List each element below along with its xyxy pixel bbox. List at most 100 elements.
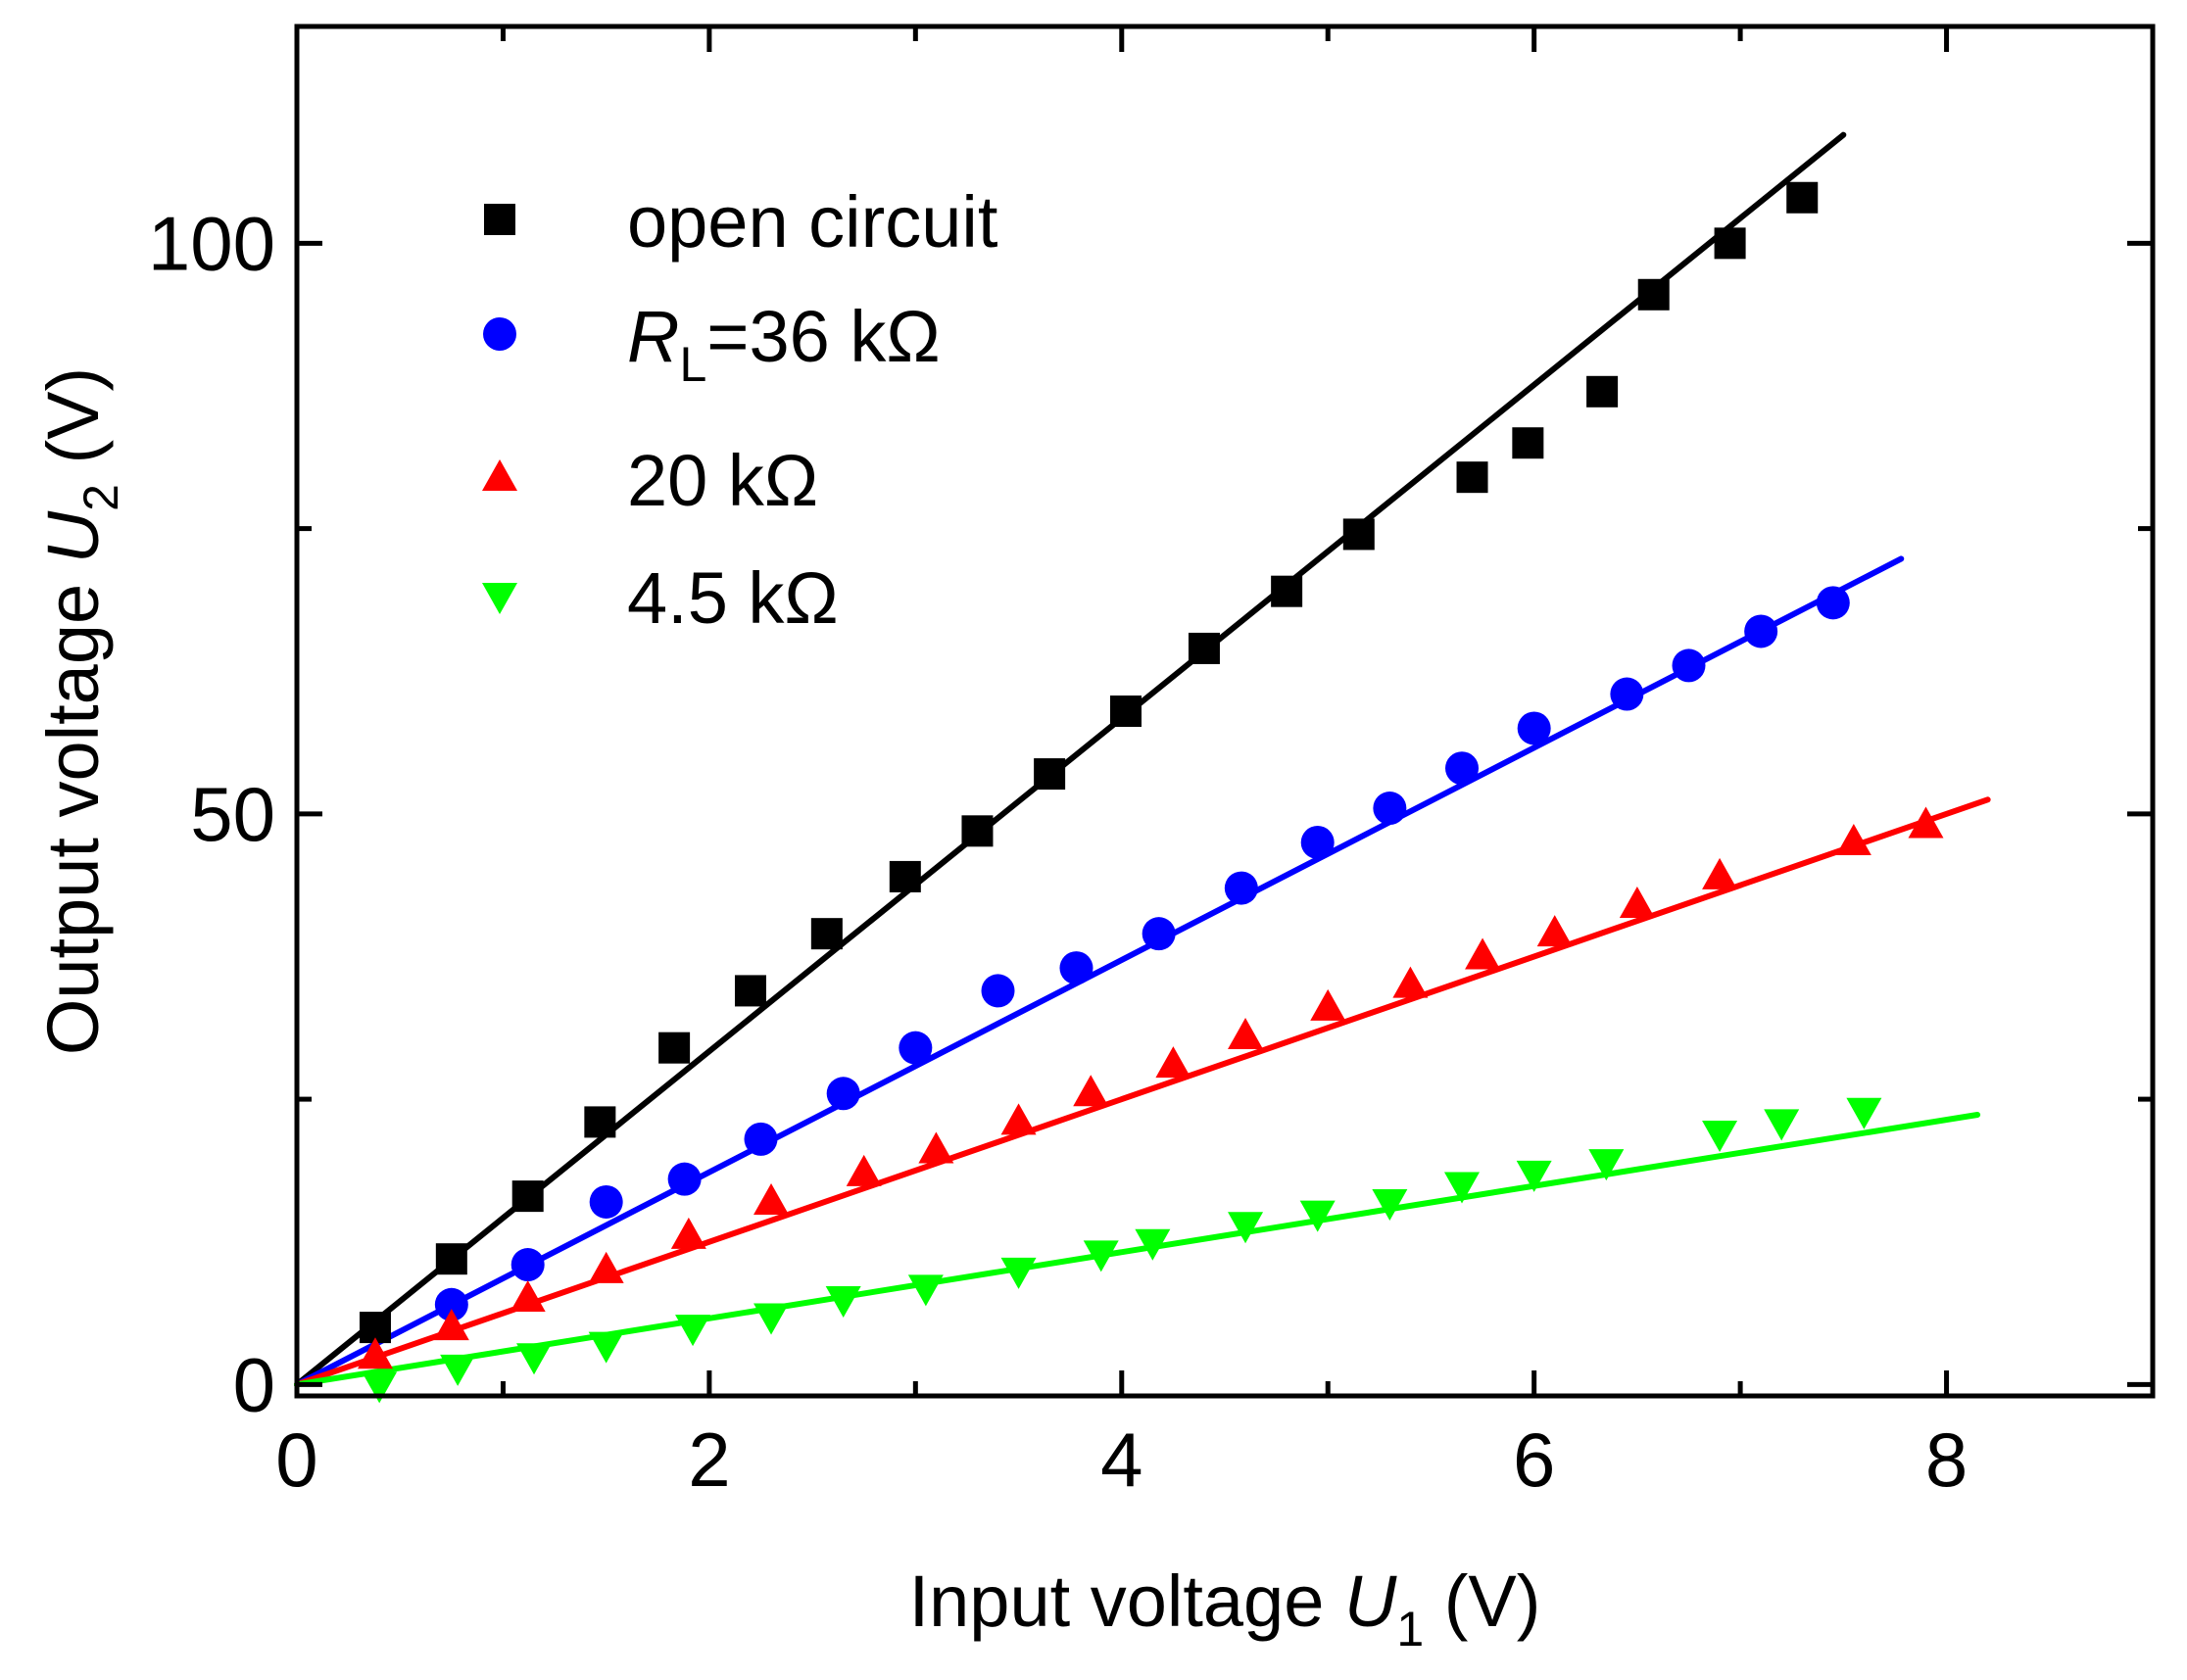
data-point-s3-2 (516, 1343, 553, 1375)
data-point-s1-2 (589, 1184, 623, 1219)
data-point-s1-8 (1059, 951, 1094, 985)
data-point-s1-18 (1816, 586, 1850, 620)
data-point-s1-7 (981, 974, 1015, 1008)
data-markers (357, 181, 1944, 1404)
data-point-s2-14 (1465, 937, 1501, 970)
data-point-s2-12 (1310, 988, 1346, 1021)
data-point-s3-17 (1702, 1121, 1738, 1153)
data-point-s0-8 (961, 815, 994, 847)
data-point-s3-7 (907, 1274, 944, 1307)
data-point-s3-3 (588, 1331, 624, 1364)
data-point-s2-9 (1073, 1075, 1109, 1107)
x-tick-label-1: 2 (688, 1416, 730, 1503)
legend: open circuit RL=36 kΩ 20 kΩ 4.5 kΩ (482, 181, 998, 639)
data-point-s1-12 (1373, 792, 1407, 826)
legend-label-rl-36k: RL=36 kΩ (627, 296, 941, 392)
data-point-s3-12 (1299, 1200, 1336, 1232)
data-point-s0-19 (1786, 181, 1819, 214)
data-point-s1-9 (1142, 917, 1176, 951)
data-point-s0-11 (1188, 632, 1220, 664)
data-point-s2-10 (1155, 1046, 1191, 1079)
data-point-s1-15 (1610, 677, 1644, 711)
x-tick-label-4: 8 (1925, 1416, 1968, 1503)
x-tick-label-3: 6 (1513, 1416, 1555, 1503)
data-point-s1-4 (744, 1122, 778, 1156)
legend-marker-shape-3 (482, 583, 517, 614)
data-point-s0-5 (734, 975, 766, 1007)
data-point-s0-1 (435, 1243, 467, 1275)
fit-line-2 (294, 796, 1991, 1388)
data-point-s2-0 (357, 1337, 393, 1369)
data-point-s1-13 (1445, 751, 1480, 786)
data-point-s2-1 (433, 1309, 469, 1341)
data-point-s2-2 (510, 1279, 546, 1312)
data-point-s3-1 (440, 1354, 476, 1386)
x-axis-title: Input voltage U1 (V) (909, 1560, 1541, 1656)
data-point-s1-3 (667, 1162, 702, 1196)
data-point-s2-5 (753, 1182, 790, 1215)
legend-marker-open-circuit (484, 204, 515, 235)
data-point-s1-14 (1517, 711, 1551, 745)
data-point-s2-4 (670, 1217, 706, 1249)
data-point-s2-16 (1619, 887, 1655, 919)
legend-entry-open-circuit: open circuit (484, 181, 998, 263)
legend-marker-shape-0 (484, 204, 515, 235)
legend-marker-shape-1 (483, 317, 516, 351)
data-point-s1-6 (899, 1031, 933, 1065)
tick-labels: 0 2 4 6 8 0 50 100 (148, 200, 1968, 1503)
x-tick-label-0: 0 (275, 1416, 317, 1503)
legend-marker-4-5k (482, 583, 517, 614)
y-tick-label-1: 50 (190, 771, 275, 857)
data-point-s3-19 (1846, 1097, 1882, 1129)
data-point-s1-1 (510, 1248, 545, 1282)
fit-line-0 (294, 131, 1847, 1388)
legend-label-20k: 20 kΩ (627, 440, 818, 521)
legend-entry-20k: 20 kΩ (482, 440, 818, 521)
data-point-s0-14 (1456, 461, 1488, 494)
data-point-s3-18 (1764, 1109, 1800, 1141)
data-point-s0-15 (1512, 427, 1544, 459)
data-point-s3-15 (1516, 1160, 1552, 1192)
legend-label-open-circuit: open circuit (627, 181, 998, 263)
data-point-s0-3 (584, 1106, 616, 1138)
data-point-s0-16 (1586, 375, 1619, 408)
data-point-s0-18 (1714, 227, 1746, 260)
legend-marker-20k (482, 459, 517, 491)
data-point-s3-4 (675, 1315, 711, 1347)
data-point-s1-10 (1224, 871, 1258, 905)
data-point-s2-11 (1228, 1018, 1264, 1050)
data-point-s0-6 (810, 918, 843, 950)
data-point-s2-17 (1702, 857, 1738, 889)
data-point-s3-11 (1228, 1212, 1264, 1244)
data-point-s3-6 (825, 1285, 861, 1318)
data-point-s1-0 (434, 1287, 468, 1321)
data-point-s3-5 (753, 1303, 790, 1335)
data-point-s3-8 (1000, 1257, 1037, 1289)
legend-entry-4-5k: 4.5 kΩ (482, 557, 839, 639)
data-point-s0-9 (1034, 758, 1066, 791)
data-point-s0-17 (1637, 278, 1670, 311)
x-tick-label-2: 4 (1100, 1416, 1142, 1503)
data-point-s0-4 (658, 1032, 691, 1064)
data-point-s3-0 (362, 1371, 398, 1404)
data-point-s2-18 (1835, 823, 1871, 855)
data-point-s2-15 (1536, 915, 1573, 947)
y-axis-title: Output voltage U2 (V) (32, 367, 128, 1055)
data-point-s0-10 (1109, 696, 1142, 727)
data-point-s3-13 (1372, 1188, 1408, 1221)
data-point-s3-14 (1444, 1172, 1481, 1204)
data-point-s2-6 (846, 1154, 882, 1186)
legend-entry-rl-36k: RL=36 kΩ (483, 296, 941, 392)
legend-marker-shape-2 (482, 459, 517, 491)
fit-line-3 (294, 1112, 1981, 1388)
axis-ticks (294, 26, 2156, 1396)
data-point-s0-12 (1271, 575, 1303, 607)
plot-frame (294, 24, 2156, 1399)
data-point-s0-2 (511, 1180, 544, 1213)
data-point-s2-8 (1000, 1103, 1037, 1135)
data-point-s0-13 (1342, 518, 1375, 551)
y-tick-label-2: 100 (148, 200, 275, 286)
data-point-s0-7 (889, 860, 921, 892)
data-point-s1-17 (1744, 614, 1778, 648)
data-point-s2-3 (588, 1251, 624, 1283)
